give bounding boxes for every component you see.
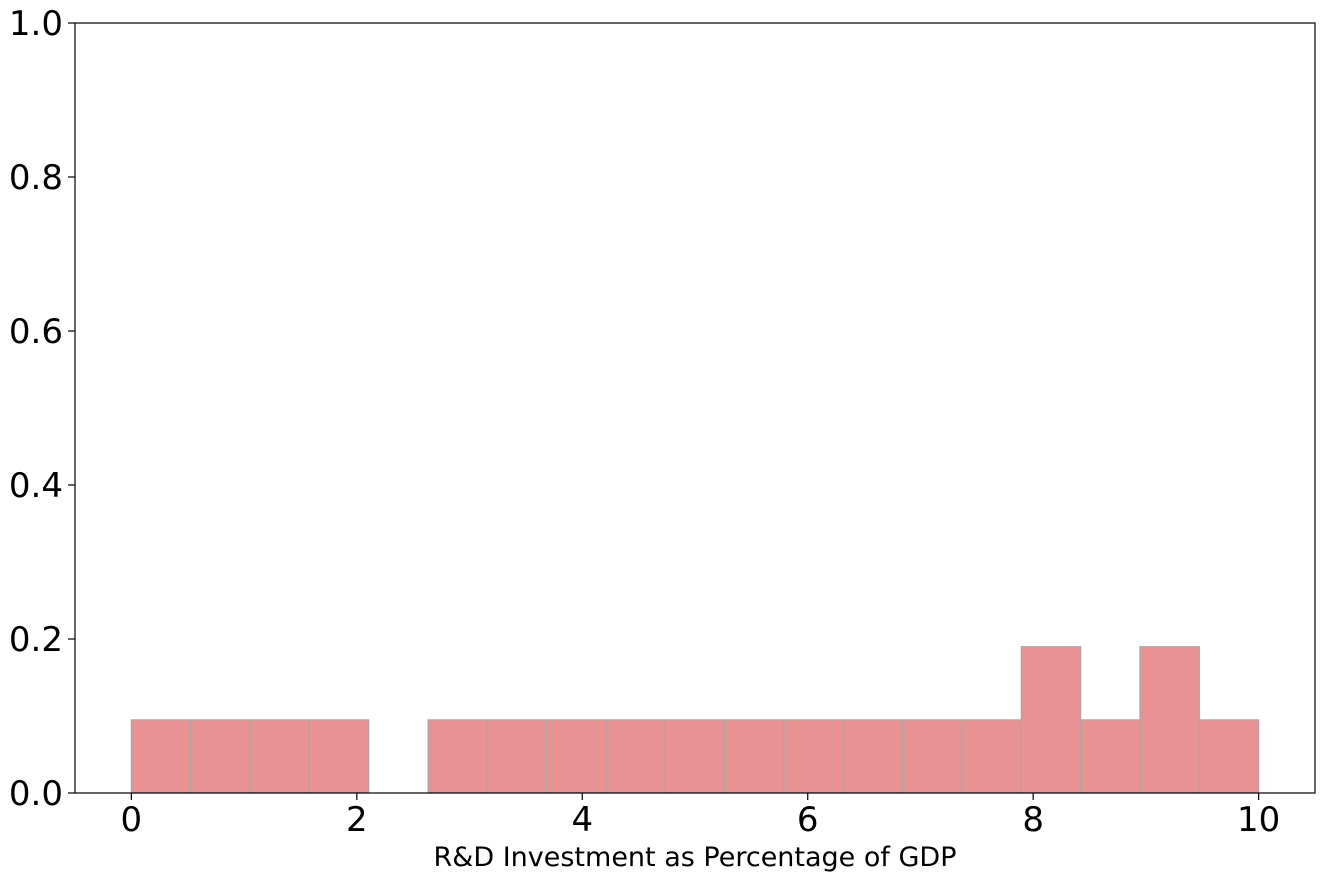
histogram-bar: [486, 719, 548, 794]
histogram-bar: [605, 719, 666, 794]
y-tick-label: 0.0: [9, 774, 63, 814]
histogram-bar: [724, 719, 785, 794]
x-axis-label: R&D Investment as Percentage of GDP: [434, 842, 957, 873]
histogram-bar: [783, 719, 844, 794]
y-tick-label: 0.4: [9, 466, 63, 506]
y-tick-label: 0.2: [9, 620, 63, 660]
x-tick-label: 6: [797, 800, 819, 840]
histogram-bar: [190, 719, 251, 794]
histogram-bar: [961, 719, 1022, 794]
histogram-bar: [1080, 719, 1141, 794]
histogram-bar: [902, 719, 963, 794]
histogram-bar: [427, 719, 488, 794]
y-axis-ticks: 0.0 0.2 0.4 0.6 0.8 1.0: [9, 4, 75, 814]
histogram-bar: [1139, 646, 1200, 794]
x-axis-ticks: 0 2 4 6 8 10: [121, 793, 1280, 840]
x-tick-label: 8: [1022, 800, 1044, 840]
y-tick-label: 1.0: [9, 4, 63, 44]
x-tick-label: 0: [121, 800, 143, 840]
x-tick-label: 2: [346, 800, 368, 840]
histogram-bar: [664, 719, 726, 794]
plot-background: [75, 23, 1315, 793]
histogram-bar: [842, 719, 904, 794]
histogram-bar: [130, 719, 192, 794]
x-tick-label: 10: [1237, 800, 1280, 840]
y-tick-label: 0.6: [9, 312, 63, 352]
histogram-bar: [1020, 646, 1082, 794]
y-tick-label: 0.8: [9, 158, 63, 198]
histogram-bar: [1198, 719, 1260, 794]
histogram-bar: [249, 719, 310, 794]
histogram-bar: [308, 719, 370, 794]
plot-frame: [74, 22, 1316, 794]
x-tick-label: 4: [571, 800, 593, 840]
histogram-bars: [130, 646, 1260, 794]
histogram-bar: [546, 719, 607, 794]
